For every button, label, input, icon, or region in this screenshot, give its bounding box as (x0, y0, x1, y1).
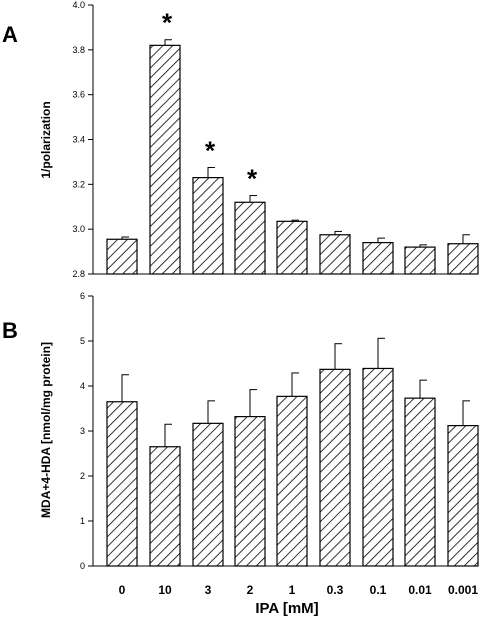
panel-b-y-tick-label: 4 (80, 381, 85, 391)
panel-b-y-tick-label: 2 (80, 471, 85, 481)
panel-b-y-axis-label: MDA+4-HDA [nmol/mg protein] (39, 342, 53, 518)
panel-b-bar (234, 416, 266, 567)
panel-b-bar (149, 446, 181, 567)
panel-a-bar (234, 201, 266, 275)
panel-b-label: B (2, 318, 18, 343)
x-tick-label: 3 (205, 583, 212, 597)
panel-a-bar (106, 238, 138, 275)
panel-a-y-tick-label: 3.2 (72, 179, 85, 189)
panel-b-y-tick-label: 3 (80, 426, 85, 436)
panel-b-y-tick-label: 1 (80, 516, 85, 526)
panel-a-bar (192, 177, 224, 275)
x-axis-label: IPA [mM] (255, 600, 318, 617)
panel-a-y-tick-label: 2.8 (72, 269, 85, 279)
significance-asterisk: * (247, 164, 258, 194)
x-tick-label: 1 (289, 583, 296, 597)
significance-asterisk: * (205, 136, 216, 166)
x-tick-label: 2 (247, 583, 254, 597)
panel-a-label: A (2, 22, 18, 47)
panel-a-y-tick-label: 3.6 (72, 90, 85, 100)
panel-a-bar (404, 246, 436, 275)
panel-b-y-tick-label: 6 (80, 291, 85, 301)
panel-a-bar (149, 44, 181, 275)
x-tick-label: 0.01 (408, 583, 432, 597)
panel-b-y-tick-label: 0 (80, 561, 85, 571)
panel-b-bar (192, 422, 224, 567)
panel-b-bar (319, 368, 351, 567)
panel-b-bar (362, 367, 394, 567)
panel-a-y-tick-label: 3.0 (72, 224, 85, 234)
panel-b: B MDA+4-HDA [nmol/mg protein] 6 5 4 3 2 1 0 (2, 291, 479, 571)
x-tick-label: 0.001 (448, 583, 478, 597)
panel-b-bar (404, 397, 436, 567)
x-tick-label: 0.1 (370, 583, 387, 597)
panel-b-bar (106, 401, 138, 567)
panel-a-y-axis-label: 1/polarization (39, 101, 53, 178)
panel-a-bar (276, 220, 308, 275)
x-axis-categories: 0 10 3 2 1 0.3 0.1 0.01 0.001 (119, 583, 479, 597)
x-tick-label: 0 (119, 583, 126, 597)
panel-b-bar (276, 395, 308, 567)
panel-a-bar (319, 234, 351, 275)
panel-a-bar (362, 242, 394, 275)
x-tick-label: 0.3 (327, 583, 344, 597)
panel-a: A 1/polarization 4.0 3.8 3.6 3.4 3.2 3.0 2.8 *… (2, 0, 479, 279)
panel-a-y-tick-label: 3.8 (72, 45, 85, 55)
x-tick-label: 10 (158, 583, 172, 597)
panel-a-y-tick-label: 4.0 (72, 0, 85, 10)
panel-b-y-tick-label: 5 (80, 336, 85, 346)
panel-b-bar (447, 425, 479, 567)
panel-a-bar (447, 243, 479, 275)
panel-a-y-tick-label: 3.4 (72, 135, 85, 145)
significance-asterisk: * (162, 8, 173, 38)
